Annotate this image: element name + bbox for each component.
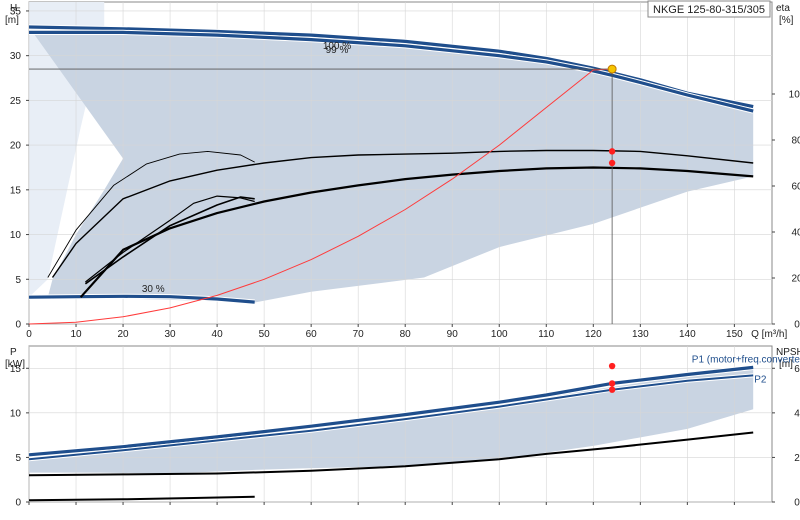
- x-tick-label: 140: [679, 329, 696, 340]
- head-y-tick-label: 10: [10, 230, 22, 241]
- head-y-tick-label: 20: [10, 141, 22, 152]
- head-y2-tick-label: 60: [791, 182, 800, 193]
- head-y2-label: eta: [776, 3, 790, 14]
- power-y-tick-label: 5: [15, 453, 21, 464]
- power-y2-tick-label: 2: [794, 453, 800, 464]
- power-y-tick-label: 10: [10, 408, 22, 419]
- power-series-power: [28, 365, 754, 457]
- power-y-unit: [kW]: [5, 359, 25, 370]
- head-y-tick-label: 15: [10, 185, 22, 196]
- x-tick-label: 20: [117, 329, 129, 340]
- x-tick-label: 110: [538, 329, 554, 340]
- x-axis-label: Q [m³/h]: [751, 329, 787, 340]
- head-operating-region: [29, 27, 754, 303]
- head-y2-tick-label: 40: [791, 228, 800, 239]
- x-tick-label: 90: [447, 329, 459, 340]
- curve-label-30: 30 %: [142, 284, 165, 295]
- power-duty-marker: [608, 380, 616, 387]
- power-y2-tick-label: 6: [794, 364, 800, 375]
- head-series-system: [28, 68, 613, 325]
- head-y2-tick-label: 0: [794, 320, 800, 331]
- x-tick-label: 60: [306, 329, 318, 340]
- power-series-power2: [28, 374, 754, 461]
- x-tick-label: 80: [400, 329, 412, 340]
- curve-label-99: 99 %: [326, 45, 349, 56]
- pump-label: NKGE 125-80-315/305: [653, 4, 765, 16]
- head-y2-tick-label: 80: [791, 136, 800, 147]
- power-y2-tick-label: 4: [794, 408, 800, 419]
- head-y2-unit: [%]: [779, 15, 794, 26]
- x-tick-label: 50: [259, 329, 271, 340]
- head-y-tick-label: 0: [15, 320, 21, 331]
- power-operating-region: [29, 366, 754, 474]
- x-tick-label: 120: [585, 329, 602, 340]
- head-y2-tick-label: 20: [791, 274, 800, 285]
- power-y2-tick-label: 0: [794, 498, 800, 509]
- head-y-tick-label: 5: [15, 275, 21, 286]
- power-duty-marker: [608, 386, 616, 393]
- head-series-eta-part-thin: [47, 150, 255, 278]
- x-tick-label: 40: [212, 329, 224, 340]
- head-y2-tick-label: 100: [789, 90, 800, 101]
- head-series-eta-max: [79, 166, 754, 298]
- x-tick-label: 30: [165, 329, 177, 340]
- power-y-tick-label: 0: [15, 498, 21, 509]
- curve-label-100: 100 %: [323, 41, 351, 52]
- head-y-tick-label: 35: [10, 6, 22, 17]
- power-duty-marker: [608, 362, 616, 370]
- head-y-tick-label: 25: [10, 96, 22, 107]
- x-tick-label: 100: [491, 329, 508, 340]
- x-tick-label: 150: [726, 329, 743, 340]
- head-series-qh: [28, 294, 255, 304]
- power-series-npsh: [28, 431, 754, 477]
- head-y-label: H: [10, 3, 17, 14]
- x-tick-label: 70: [353, 329, 365, 340]
- power-y2-label: NPSH: [776, 347, 800, 358]
- head-y-unit: [m]: [5, 15, 19, 26]
- head-series-eta-max-thin: [51, 149, 754, 278]
- head-series-eta-part2: [85, 195, 255, 283]
- power-series-npsh-low: [28, 495, 255, 502]
- x-tick-label: 0: [26, 329, 32, 340]
- duty-eta-marker: [608, 148, 616, 155]
- power-y-label: P: [10, 347, 17, 358]
- x-tick-label: 10: [70, 329, 82, 340]
- x-tick-label: 130: [632, 329, 649, 340]
- head-y-tick-label: 30: [10, 51, 22, 62]
- series-label-p1: P1 (motor+freq.converter): [692, 354, 800, 365]
- series-label-p2: P2: [754, 374, 767, 385]
- power-y2-unit: [m]: [779, 359, 793, 370]
- pump-label-box: [647, 0, 771, 18]
- head-series-eta-part: [84, 196, 255, 285]
- duty-eta-marker: [608, 159, 616, 167]
- duty-point-marker: [607, 64, 617, 74]
- head-series-qh: [29, 30, 754, 113]
- power-y-tick-label: 15: [10, 364, 22, 375]
